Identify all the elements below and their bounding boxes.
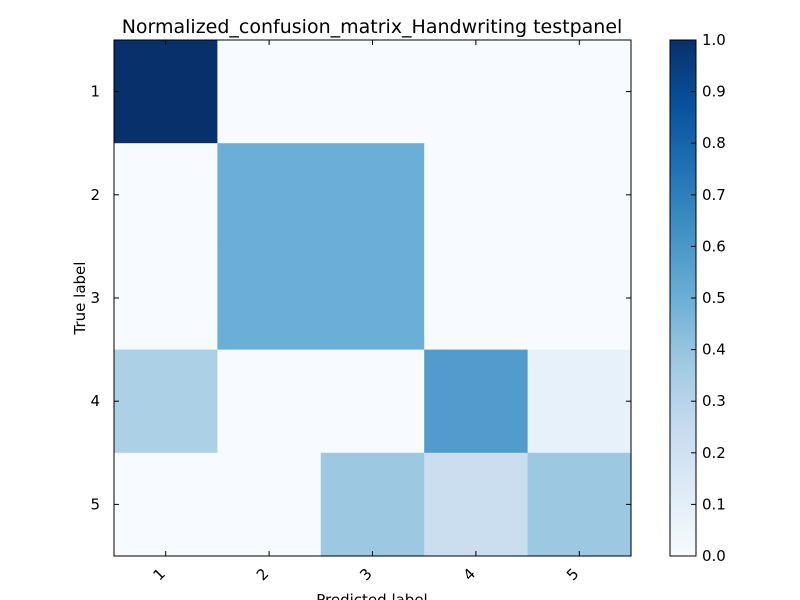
heatmap-cell-3-1 xyxy=(114,246,218,351)
colorbar-tick-label: 0.4 xyxy=(702,341,726,359)
heatmap-cell-2-5 xyxy=(527,143,632,247)
heatmap-cell-5-2 xyxy=(217,452,322,557)
y-ticks: 1 2 3 4 5 xyxy=(90,83,631,513)
colorbar-tick-label: 0.3 xyxy=(702,392,726,410)
y-tick-label: 1 xyxy=(90,83,100,101)
heatmap-cell-5-1 xyxy=(114,452,218,557)
heatmap-cell-2-2 xyxy=(217,143,322,247)
heatmap-cell-2-4 xyxy=(424,143,529,247)
heatmap-cell-5-3 xyxy=(320,452,425,557)
x-tick-label: 2 xyxy=(253,565,272,584)
colorbar-tick-label: 0.6 xyxy=(702,237,726,255)
heatmap-cell-3-5 xyxy=(527,246,632,351)
heatmap-cell-3-2 xyxy=(217,246,322,351)
x-tick-label: 5 xyxy=(563,565,582,584)
colorbar-tick-label: 0.5 xyxy=(702,289,726,307)
heatmap-cell-4-1 xyxy=(114,349,218,454)
heatmap-cell-4-3 xyxy=(320,349,425,454)
heatmap-cell-1-4 xyxy=(424,40,529,144)
x-tick-label: 3 xyxy=(356,565,375,584)
y-tick-label: 4 xyxy=(90,392,100,410)
heatmap-cell-4-4 xyxy=(424,349,529,454)
colorbar-tick-label: 0.9 xyxy=(702,83,726,101)
x-tick-label: 1 xyxy=(149,565,168,584)
heatmap-cell-1-2 xyxy=(217,40,322,144)
heatmap-cell-1-3 xyxy=(320,40,425,144)
colorbar-tick-label: 0.2 xyxy=(702,444,726,462)
y-tick-label: 2 xyxy=(90,186,100,204)
heatmap-cells xyxy=(114,40,632,557)
chart-title: Normalized_confusion_matrix_Handwriting … xyxy=(122,16,623,38)
colorbar-tick-label: 0.0 xyxy=(702,547,726,565)
heatmap-cell-3-3 xyxy=(320,246,425,351)
heatmap-cell-1-1 xyxy=(114,40,218,144)
colorbar-tick-label: 0.8 xyxy=(702,134,726,152)
y-tick-label: 5 xyxy=(90,495,100,513)
heatmap-cell-4-2 xyxy=(217,349,322,454)
x-axis-label: Predicted label xyxy=(316,591,427,600)
heatmap-cell-5-4 xyxy=(424,452,529,557)
x-tick-label: 4 xyxy=(460,565,479,584)
heatmap-cell-5-5 xyxy=(527,452,632,557)
y-tick-label: 3 xyxy=(90,289,100,307)
colorbar-tick-label: 1.0 xyxy=(702,31,726,49)
colorbar-tick-label: 0.7 xyxy=(702,186,726,204)
colorbar-tick-label: 0.1 xyxy=(702,495,726,513)
y-axis-label: True label xyxy=(71,262,89,336)
heatmap-cell-2-1 xyxy=(114,143,218,247)
heatmap-cell-1-5 xyxy=(527,40,632,144)
heatmap-cell-2-3 xyxy=(320,143,425,247)
heatmap-cell-4-5 xyxy=(527,349,632,454)
heatmap-cell-3-4 xyxy=(424,246,529,351)
colorbar-ticks: 0.0 0.1 0.2 0.3 0.4 0.5 0.6 0.7 0.8 0.9 1.0 xyxy=(691,31,726,565)
